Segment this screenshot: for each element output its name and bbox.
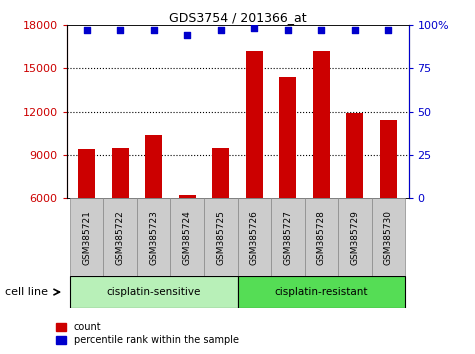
Bar [279,77,296,198]
FancyBboxPatch shape [104,198,137,276]
Bar [112,148,129,198]
FancyBboxPatch shape [371,198,405,276]
Text: GSM385725: GSM385725 [216,210,225,265]
Point [217,27,225,33]
Point [83,27,90,33]
Text: cell line: cell line [5,287,48,297]
Text: GSM385730: GSM385730 [384,210,393,265]
Bar [212,148,229,198]
Bar [145,135,162,198]
Bar [380,120,397,198]
FancyBboxPatch shape [70,276,238,308]
Text: cisplatin-resistant: cisplatin-resistant [275,287,368,297]
Text: GSM385723: GSM385723 [149,210,158,265]
Text: GSM385729: GSM385729 [351,210,360,265]
Point [385,27,392,33]
FancyBboxPatch shape [171,198,204,276]
FancyBboxPatch shape [238,276,405,308]
Bar [179,195,196,198]
FancyBboxPatch shape [238,198,271,276]
FancyBboxPatch shape [204,198,238,276]
FancyBboxPatch shape [137,198,171,276]
Point [183,32,191,38]
Point [150,27,158,33]
Text: GSM385727: GSM385727 [283,210,292,265]
Text: GSM385721: GSM385721 [82,210,91,265]
Title: GDS3754 / 201366_at: GDS3754 / 201366_at [169,11,306,24]
Text: GSM385728: GSM385728 [317,210,326,265]
FancyBboxPatch shape [271,198,304,276]
Bar [313,51,330,198]
Text: GSM385726: GSM385726 [250,210,259,265]
Text: GSM385722: GSM385722 [115,210,124,264]
Bar [346,113,363,198]
Point [317,27,325,33]
Text: cisplatin-sensitive: cisplatin-sensitive [106,287,201,297]
Bar [78,149,95,198]
Legend: count, percentile rank within the sample: count, percentile rank within the sample [52,319,243,349]
FancyBboxPatch shape [338,198,371,276]
Point [351,27,359,33]
Point [284,27,292,33]
Point [116,27,124,33]
Text: GSM385724: GSM385724 [183,210,192,264]
FancyBboxPatch shape [70,198,104,276]
FancyBboxPatch shape [304,198,338,276]
Point [250,25,258,31]
Bar [246,51,263,198]
